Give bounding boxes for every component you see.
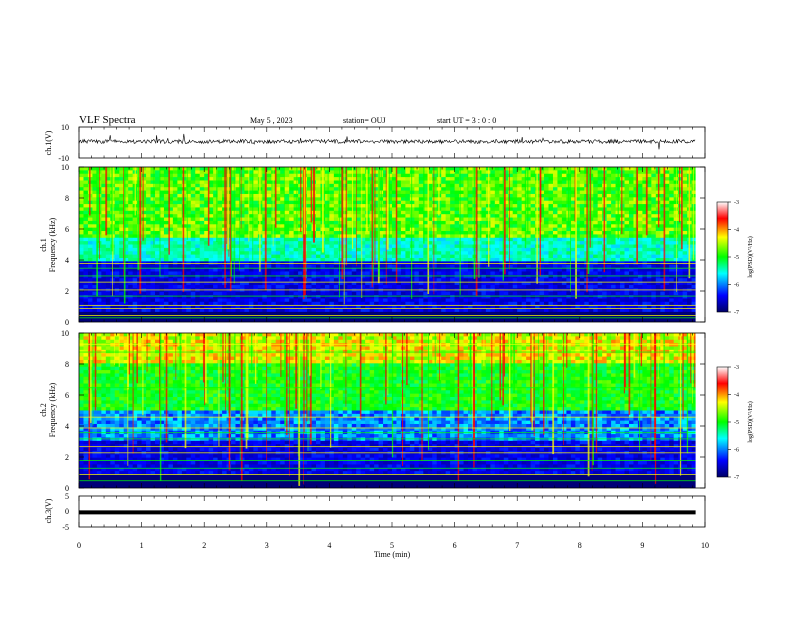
y-tick-label: 6 xyxy=(65,391,69,400)
colorbar-tick-label: -3 xyxy=(734,365,739,371)
ch1-waveform-ylabel: ch.1(V) xyxy=(44,130,53,155)
ch2-spectrogram-ylabel-1: ch.2 xyxy=(39,403,48,417)
ch1-spectrogram-ylabel-1: ch.1 xyxy=(39,238,48,252)
colorbar-tick-label: -4 xyxy=(734,228,739,234)
x-tick-label: 0 xyxy=(77,541,81,550)
y-tick-label: 10 xyxy=(61,329,69,338)
ch1-colorbar-label: log(PSD)(V²/Hz) xyxy=(747,236,754,277)
y-tick-label: 10 xyxy=(61,163,69,172)
x-tick-label: 10 xyxy=(701,541,709,550)
colorbar-tick-label: -7 xyxy=(734,475,739,481)
x-axis-label: Time (min) xyxy=(374,550,411,559)
y-tick-label: 4 xyxy=(65,256,69,265)
header-date: May 5 , 2023 xyxy=(250,116,293,125)
y-tick-label: 4 xyxy=(65,422,69,431)
y-tick-label: 2 xyxy=(65,453,69,462)
colorbar-tick-label: -6 xyxy=(734,283,739,289)
ch1-ytick-top: 10 xyxy=(61,123,69,132)
x-tick-label: 4 xyxy=(327,541,331,550)
ch1-spectrogram-ylabel-2: Frequency (kHz) xyxy=(48,217,57,272)
ch2-colorbar xyxy=(717,367,728,477)
y-tick-label: 2 xyxy=(65,287,69,296)
colorbar-tick-label: -6 xyxy=(734,448,739,454)
ch1-spectrogram-image xyxy=(79,167,705,322)
x-tick-label: 2 xyxy=(202,541,206,550)
x-tick-label: 6 xyxy=(453,541,457,550)
x-tick-label: 5 xyxy=(390,541,394,550)
figure-title: VLF Spectra xyxy=(79,114,136,126)
ch3-ytick-mid: 0 xyxy=(65,507,69,516)
ch2-spectrogram-image xyxy=(79,333,705,488)
y-tick-label: 8 xyxy=(65,360,69,369)
x-tick-label: 7 xyxy=(515,541,519,550)
x-axis-tick-labels: 0 1 2 3 4 5 6 7 8 9 10 xyxy=(77,541,709,550)
header-start-time: start UT = 3 : 0 : 0 xyxy=(437,116,496,125)
y-tick-label: 6 xyxy=(65,225,69,234)
ch1-ytick-bottom: -10 xyxy=(58,154,69,163)
colorbar-tick-label: -7 xyxy=(734,310,739,316)
header-station: station= OUJ xyxy=(343,116,386,125)
x-tick-label: 9 xyxy=(640,541,644,550)
y-tick-label: 8 xyxy=(65,194,69,203)
colorbar-tick-label: -3 xyxy=(734,200,739,206)
ch1-waveform-panel: 10 -10 ch.1(V) xyxy=(44,123,705,163)
ch2-spectrogram-ylabel-2: Frequency (kHz) xyxy=(48,382,57,437)
y-tick-label: 0 xyxy=(65,318,69,327)
colorbar-tick-label: -5 xyxy=(734,420,739,426)
ch3-ytick-top: 5 xyxy=(65,492,69,501)
ch1-colorbar xyxy=(717,202,728,312)
colorbar-tick-label: -4 xyxy=(734,393,739,399)
ch3-waveform-panel: 5 0 -5 ch.3(V) xyxy=(44,492,705,532)
x-tick-label: 8 xyxy=(578,541,582,550)
ch3-waveform-ylabel: ch.3(V) xyxy=(44,498,53,523)
colorbar-tick-label: -5 xyxy=(734,255,739,261)
x-tick-label: 3 xyxy=(265,541,269,550)
ch2-colorbar-label: log(PSD)(V²/Hz) xyxy=(747,401,754,442)
x-tick-label: 1 xyxy=(140,541,144,550)
ch3-ytick-bottom: -5 xyxy=(62,523,69,532)
